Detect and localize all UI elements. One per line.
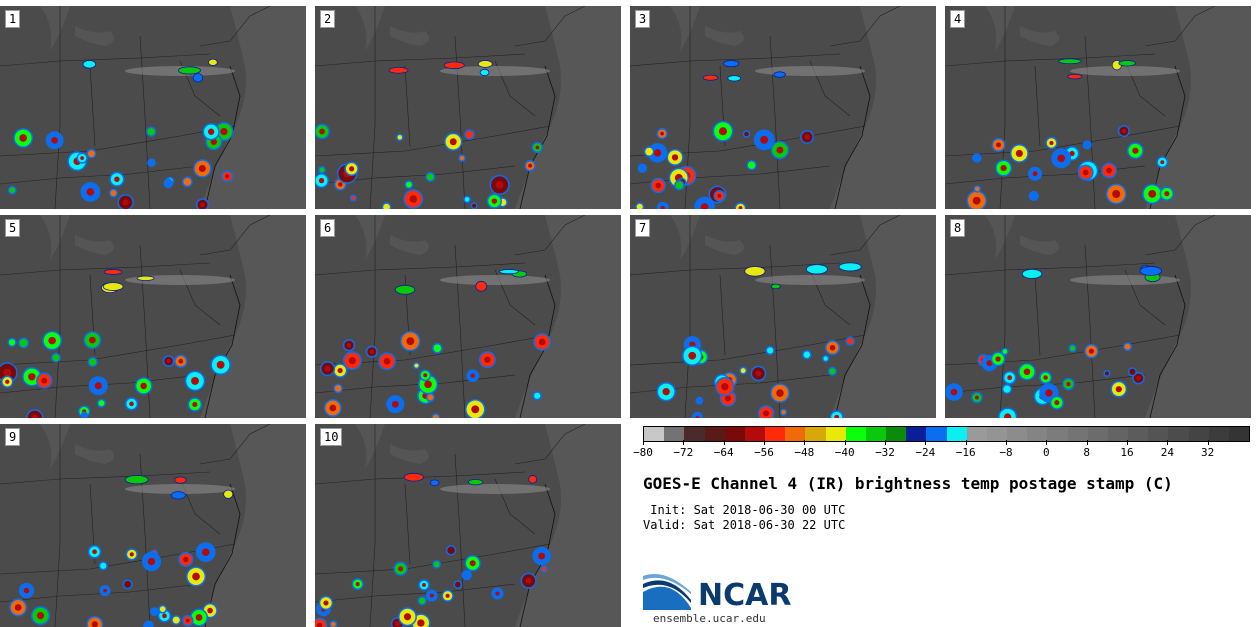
colorbar-tick-label: 16 [1120,446,1134,459]
ir-map [945,215,1251,418]
ncar-logo-icon [643,574,691,610]
panel-number: 5 [5,219,21,237]
colorbar-tick-label: −64 [713,446,734,459]
colorbar-cell [1007,427,1028,441]
colorbar-cell [1188,427,1209,441]
panel-number: 8 [950,219,966,237]
colorbar-tick [723,440,725,445]
colorbar-cell [865,427,887,441]
colorbar-cell [1148,427,1169,441]
colorbar-cell [1128,427,1149,441]
stamp-panel-8: 8 [945,215,1251,418]
colorbar-tick-label: −40 [834,446,855,459]
colorbar-tick [764,440,765,445]
colorbar-cell [966,427,987,441]
colorbar-cell [886,427,907,441]
panel-number: 7 [635,219,651,237]
colorbar-cell [805,427,826,441]
stamp-panel-3: 3 [630,6,936,209]
stamp-panel-9: 9 [0,424,306,627]
ir-map [315,215,621,418]
ncar-logo-text: NCAR [698,578,792,613]
panel-number: 10 [320,428,343,446]
colorbar-tick [683,440,685,445]
colorbar-tick [804,440,806,445]
colorbar-cell [1107,427,1129,441]
panel-number: 3 [635,10,651,28]
colorbar-tick-label: −8 [999,446,1013,459]
ir-map [315,6,621,209]
ensemble-url: ensemble.ucar.edu [653,612,766,625]
stamp-panel-1: 1 [0,6,306,209]
colorbar-tick [1167,440,1169,445]
colorbar-tick-label: 24 [1160,446,1174,459]
colorbar-cell [644,427,665,441]
colorbar-cell [765,427,786,441]
colorbar-tick-label: −32 [875,446,895,459]
colorbar-cell [1027,427,1048,441]
colorbar-cell [946,427,967,441]
colorbar-cell [986,427,1008,441]
ir-map [945,6,1251,209]
colorbar-ticks: −80 −72 −64 −56 −48 −40 −32 −24 −16 −8 0 8 16 24 32 [633,440,1248,460]
panel-number: 1 [5,10,21,28]
colorbar-cell [684,427,705,441]
colorbar-tick-label: 8 [1083,446,1090,459]
colorbar-cell [1087,427,1108,441]
colorbar-cell [785,427,806,441]
panel-number: 2 [320,10,336,28]
colorbar-cell [704,427,725,441]
colorbar-tick [1207,440,1209,445]
ir-map [0,6,306,209]
stamp-panel-2: 2 [315,6,621,209]
colorbar-cell [845,427,866,441]
colorbar-tick-label: −72 [673,446,694,459]
colorbar-tick [925,440,927,445]
colorbar-cell [1228,427,1250,441]
ir-map [0,215,306,418]
colorbar-tick-label: −80 [633,446,653,459]
colorbar-cell [1168,427,1189,441]
colorbar-tick [1127,440,1128,445]
ir-map [0,424,306,627]
colorbar [643,426,1250,442]
panel-number: 6 [320,219,336,237]
colorbar-cell [1047,427,1068,441]
stamp-panel-10: 10 [315,424,621,627]
colorbar-cell [744,427,766,441]
colorbar-tick-label: −56 [754,446,774,459]
colorbar-tick-label: 0 [1043,446,1050,459]
colorbar-cell [825,427,846,441]
colorbar-cell [664,427,685,441]
colorbar-tick [1046,440,1048,445]
colorbar-tick [643,440,644,445]
colorbar-cell [1067,427,1088,441]
colorbar-cell [724,427,745,441]
colorbar-cell [1208,427,1229,441]
stamp-panel-4: 4 [945,6,1251,209]
colorbar-tick [844,440,846,445]
colorbar-tick [1006,440,1007,445]
colorbar-tick [885,440,886,445]
colorbar-tick-label: −48 [794,446,815,459]
colorbar-tick-label: −16 [955,446,976,459]
colorbar-tick-label: −24 [915,446,936,459]
colorbar-tick [1086,440,1088,445]
ir-map [315,424,621,627]
figure-title: GOES-E Channel 4 (IR) brightness temp po… [643,474,1173,493]
colorbar-tick-label: 32 [1201,446,1215,459]
ir-map [630,6,936,209]
colorbar-tick [965,440,967,445]
stamp-panel-5: 5 [0,215,306,418]
colorbar-cell [926,427,947,441]
panel-number: 9 [5,428,21,446]
stamp-panel-7: 7 [630,215,936,418]
colorbar-cell [906,427,927,441]
init-time: Init: Sat 2018-06-30 00 UTC [643,503,846,517]
stamp-panel-6: 6 [315,215,621,418]
valid-time: Valid: Sat 2018-06-30 22 UTC [643,518,846,532]
panel-number: 4 [950,10,966,28]
ir-map [630,215,936,418]
